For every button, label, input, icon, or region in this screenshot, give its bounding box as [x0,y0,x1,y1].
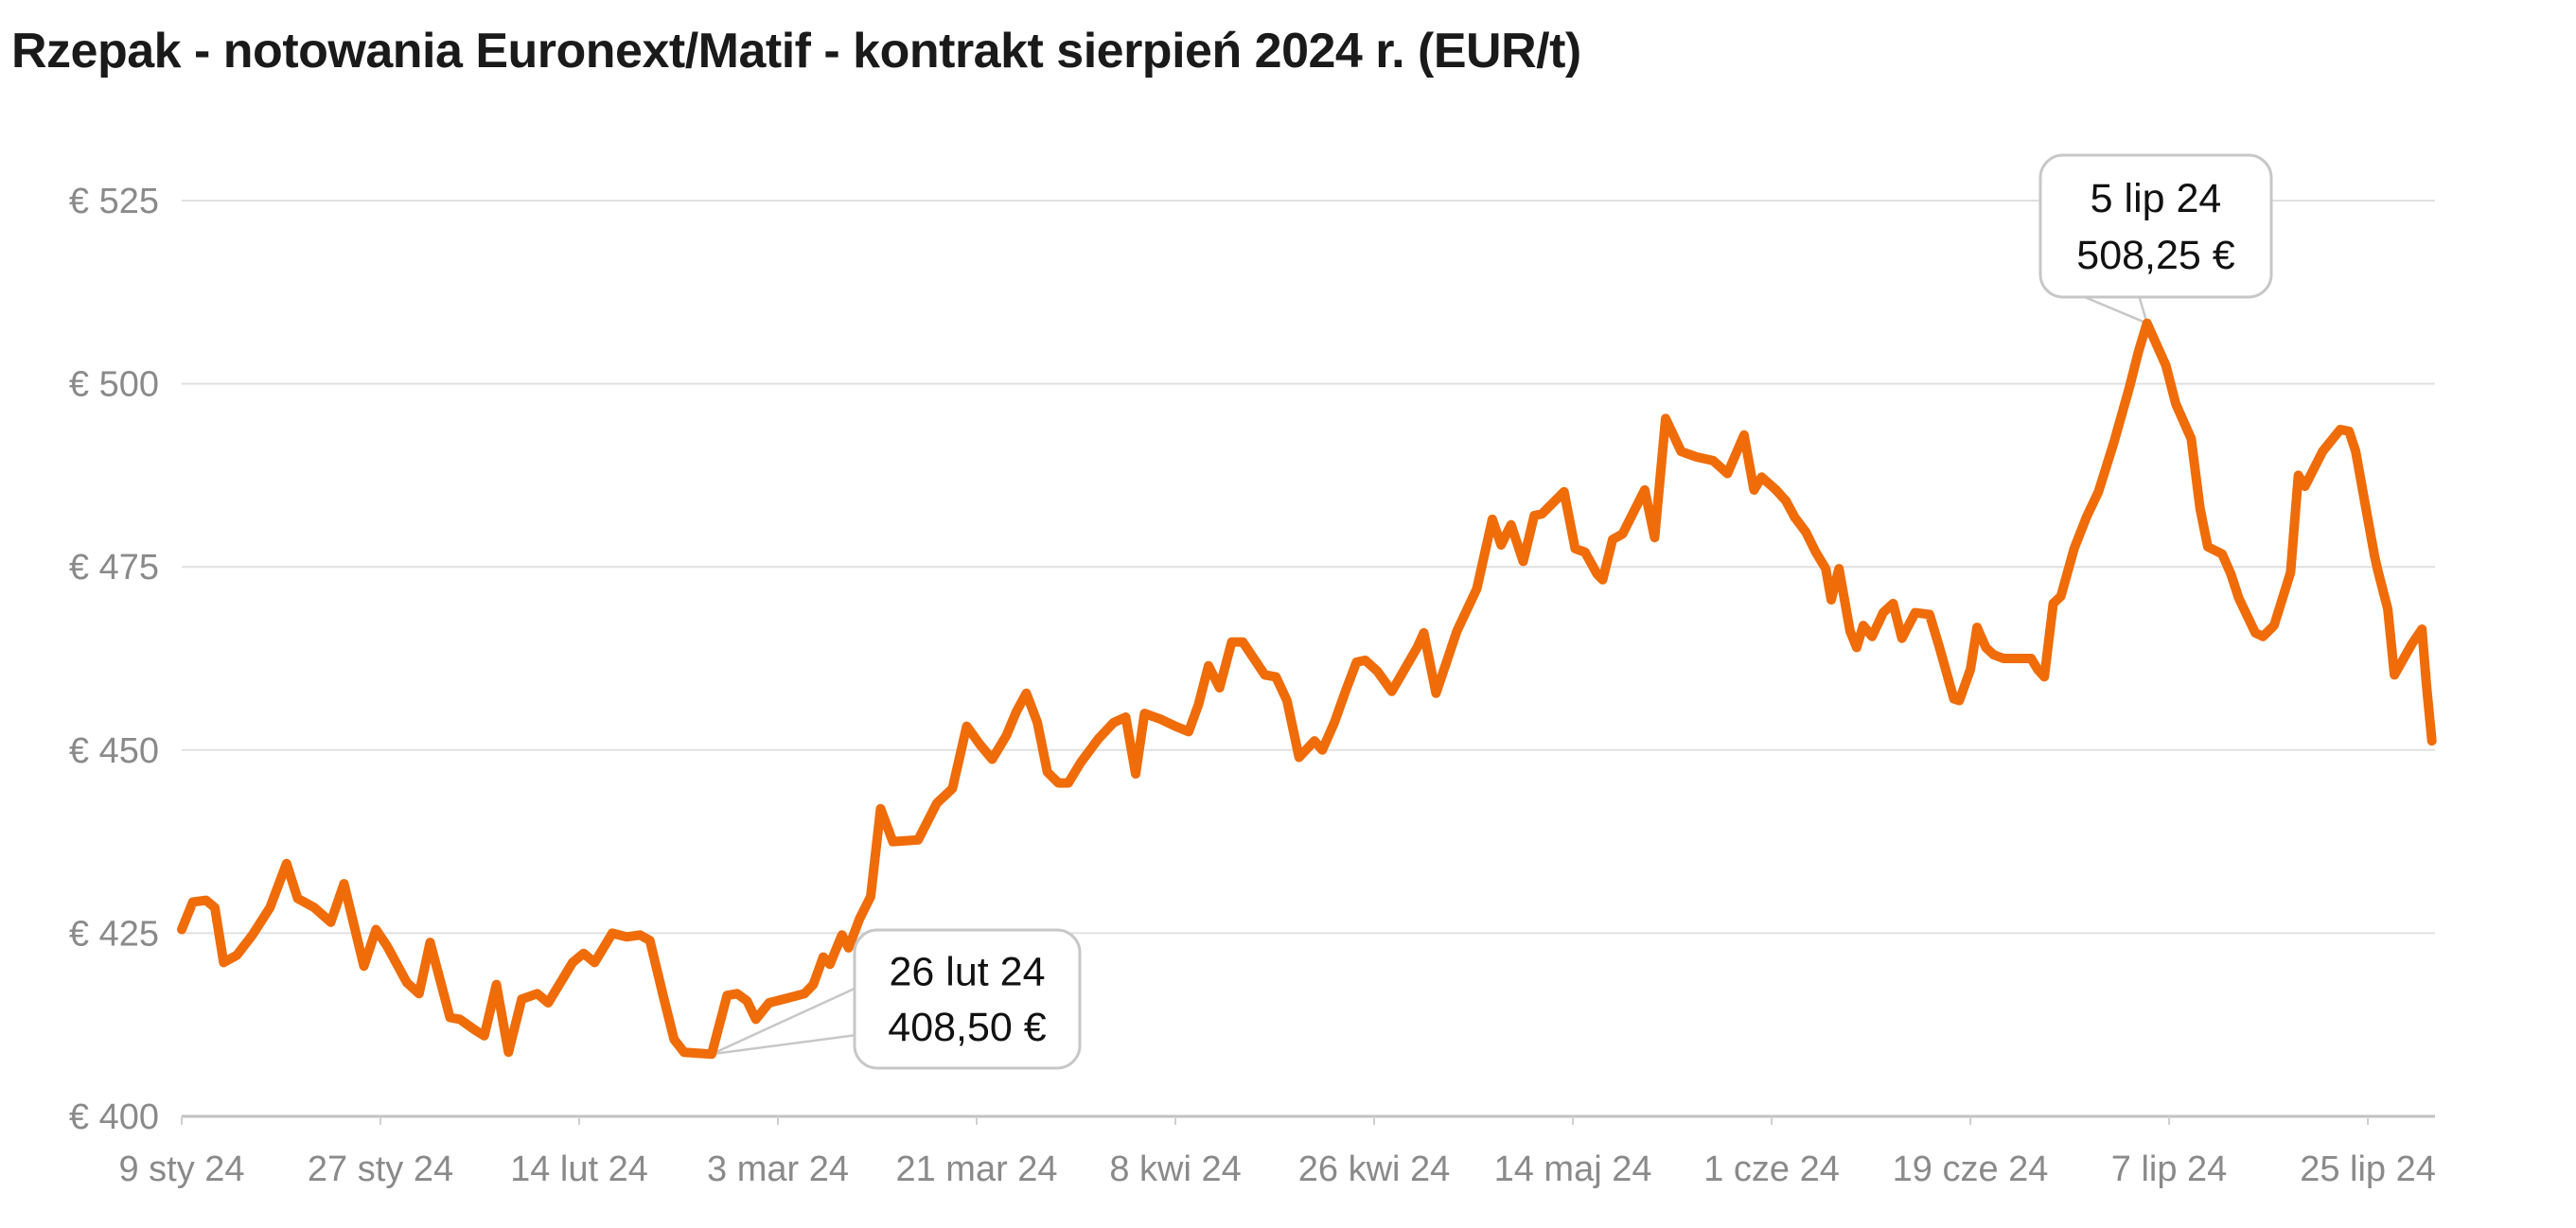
annotation-min-value: 408,50 € [888,1005,1046,1050]
y-axis-tick-label: € 400 [69,1097,159,1137]
x-axis-tick-label: 8 kwi 24 [1109,1149,1241,1189]
annotation-max-tail [2078,293,2148,325]
x-axis-tick-label: 19 cze 24 [1893,1149,2049,1189]
y-axis-tick-label: € 475 [69,548,159,588]
y-axis-tick-label: € 425 [69,914,159,954]
x-axis-tick-label: 21 mar 24 [895,1149,1057,1189]
y-axis-tick-label: € 525 [69,182,159,221]
annotation-max-date: 5 lip 24 [2091,176,2222,221]
annotation-min-date: 26 lut 24 [890,949,1046,994]
annotation-max-value: 508,25 € [2076,233,2234,278]
y-axis-tick-label: € 500 [69,365,159,405]
x-axis-tick-label: 27 sty 24 [308,1149,453,1189]
price-line [177,318,2437,1060]
annotation-min-box [853,928,1082,1070]
y-axis-tick-label: € 450 [69,731,159,771]
x-axis-tick-label: 14 lut 24 [510,1149,648,1189]
annotation-max-box [2038,153,2273,299]
x-axis-tick-label: 7 lip 24 [2111,1149,2228,1189]
x-axis-tick-label: 14 maj 24 [1494,1149,1652,1189]
x-axis-tick-label: 26 kwi 24 [1298,1149,1451,1189]
chart-title: Rzepak - notowania Euronext/Matif - kont… [11,24,1581,79]
x-axis-tick-label: 25 lip 24 [2300,1149,2436,1189]
x-axis-tick-label: 3 mar 24 [707,1149,849,1189]
x-axis-tick-label: 9 sty 24 [118,1149,244,1189]
x-axis-tick-label: 1 cze 24 [1703,1149,1840,1189]
